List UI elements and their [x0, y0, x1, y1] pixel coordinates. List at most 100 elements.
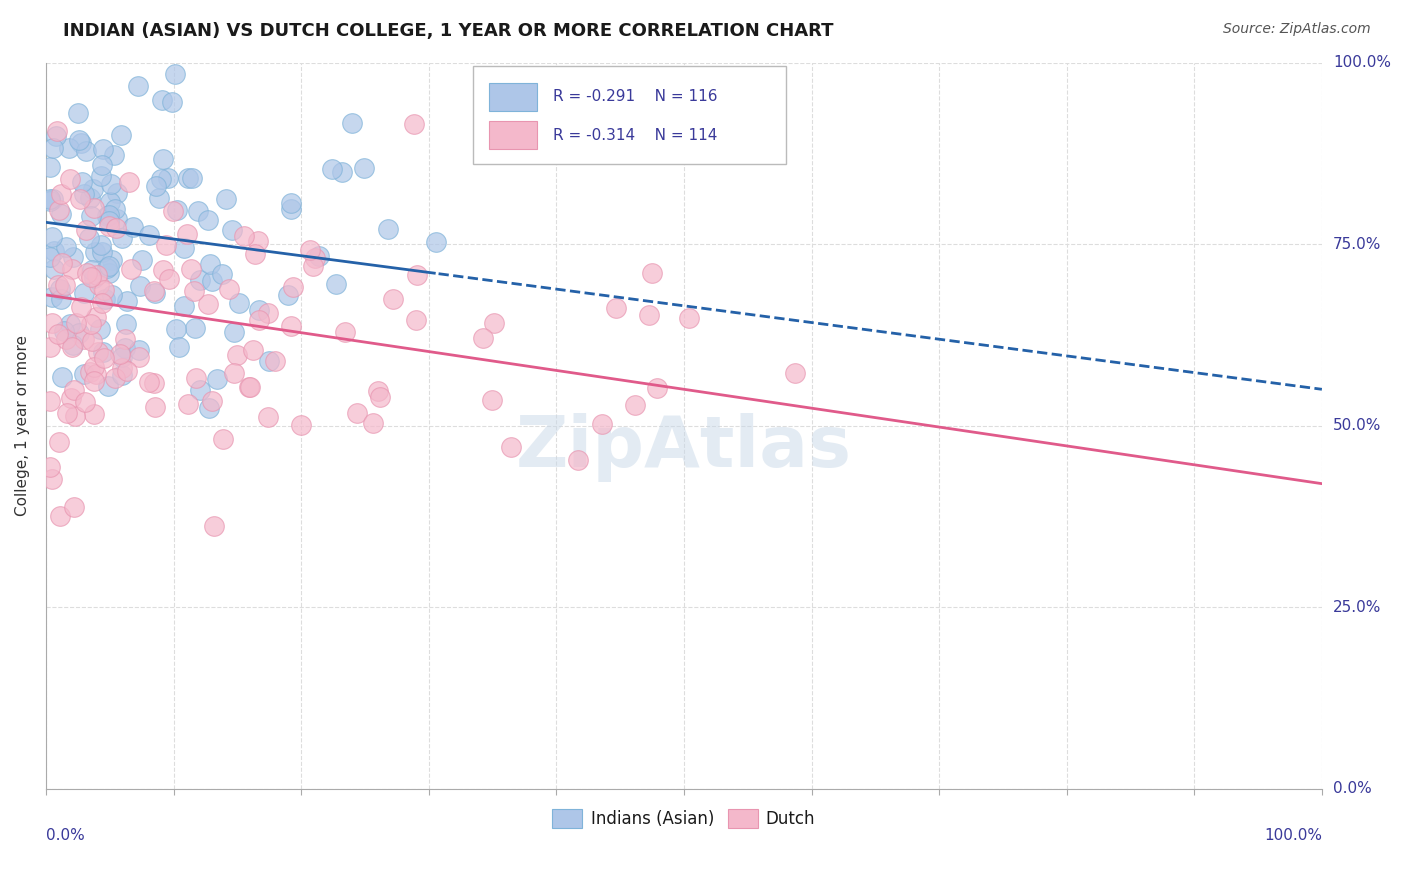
Point [41, 230, 63, 244]
Point [98, 194, 121, 209]
Point [100, 178, 122, 192]
Point [105, 221, 128, 235]
Point [41, 473, 63, 487]
Point [73, 285, 96, 300]
Point [38, 192, 60, 206]
Y-axis label: College, 1 year or more: College, 1 year or more [15, 335, 30, 516]
Point [138, 227, 160, 242]
Point [367, 384, 389, 398]
Point [62, 250, 84, 264]
Point [162, 203, 184, 218]
Point [212, 432, 235, 446]
Point [42, 192, 65, 206]
Point [200, 258, 222, 272]
Text: 100.0%: 100.0% [1333, 55, 1391, 70]
Point [257, 306, 280, 320]
Point [280, 202, 302, 217]
Point [173, 299, 195, 313]
Point [73, 187, 96, 202]
Point [75, 144, 97, 158]
Point [149, 172, 172, 186]
Point [60, 340, 83, 354]
Point [215, 192, 238, 206]
Point [51, 186, 73, 201]
Point [184, 321, 207, 335]
Point [86, 268, 108, 282]
Point [197, 401, 219, 415]
Point [115, 293, 138, 308]
Point [80, 334, 103, 349]
Point [55, 406, 77, 420]
Point [402, 117, 425, 131]
Point [73, 332, 96, 346]
Point [187, 204, 209, 219]
Point [247, 303, 270, 318]
Point [321, 161, 343, 176]
Point [177, 397, 200, 411]
Point [114, 341, 136, 355]
Point [138, 375, 160, 389]
Point [406, 268, 429, 283]
Point [90, 169, 112, 184]
Text: R = -0.314    N = 114: R = -0.314 N = 114 [553, 128, 717, 143]
Point [159, 272, 181, 286]
Point [51, 370, 73, 384]
Point [91, 295, 114, 310]
Point [143, 286, 166, 301]
Text: Source: ZipAtlas.com: Source: ZipAtlas.com [1223, 22, 1371, 37]
Point [645, 381, 668, 395]
Point [77, 231, 100, 245]
Point [51, 255, 73, 269]
Point [110, 128, 132, 142]
Point [201, 394, 224, 409]
Point [205, 372, 228, 386]
Point [218, 282, 240, 296]
Point [72, 175, 94, 189]
Point [299, 243, 322, 257]
Point [499, 440, 522, 454]
Point [361, 416, 384, 430]
Point [471, 331, 494, 345]
Point [42, 141, 65, 155]
Legend: Indians (Asian), Dutch: Indians (Asian), Dutch [546, 802, 823, 835]
Point [101, 252, 124, 267]
Point [114, 317, 136, 331]
Point [221, 223, 243, 237]
Point [111, 350, 134, 364]
Point [280, 196, 302, 211]
Point [83, 202, 105, 216]
Point [62, 262, 84, 277]
Point [180, 262, 202, 277]
Point [308, 249, 330, 263]
Point [73, 395, 96, 409]
Point [82, 263, 104, 277]
Point [127, 78, 149, 93]
Point [165, 322, 187, 336]
Point [75, 223, 97, 237]
Point [197, 212, 219, 227]
Point [280, 318, 302, 333]
Point [90, 238, 112, 252]
Point [67, 133, 90, 147]
Text: 25.0%: 25.0% [1333, 599, 1381, 615]
Point [59, 171, 82, 186]
Point [91, 142, 114, 156]
Point [84, 244, 107, 259]
Point [148, 191, 170, 205]
Point [93, 351, 115, 365]
Point [128, 279, 150, 293]
Point [176, 227, 198, 241]
Point [150, 94, 173, 108]
Point [228, 296, 250, 310]
Point [65, 316, 87, 330]
Point [83, 359, 105, 374]
Point [121, 219, 143, 234]
Point [38, 340, 60, 354]
Point [93, 283, 115, 297]
Point [239, 380, 262, 394]
Point [70, 300, 93, 314]
Point [79, 191, 101, 205]
Point [624, 398, 647, 412]
Text: 0.0%: 0.0% [46, 829, 84, 844]
Point [76, 267, 98, 281]
